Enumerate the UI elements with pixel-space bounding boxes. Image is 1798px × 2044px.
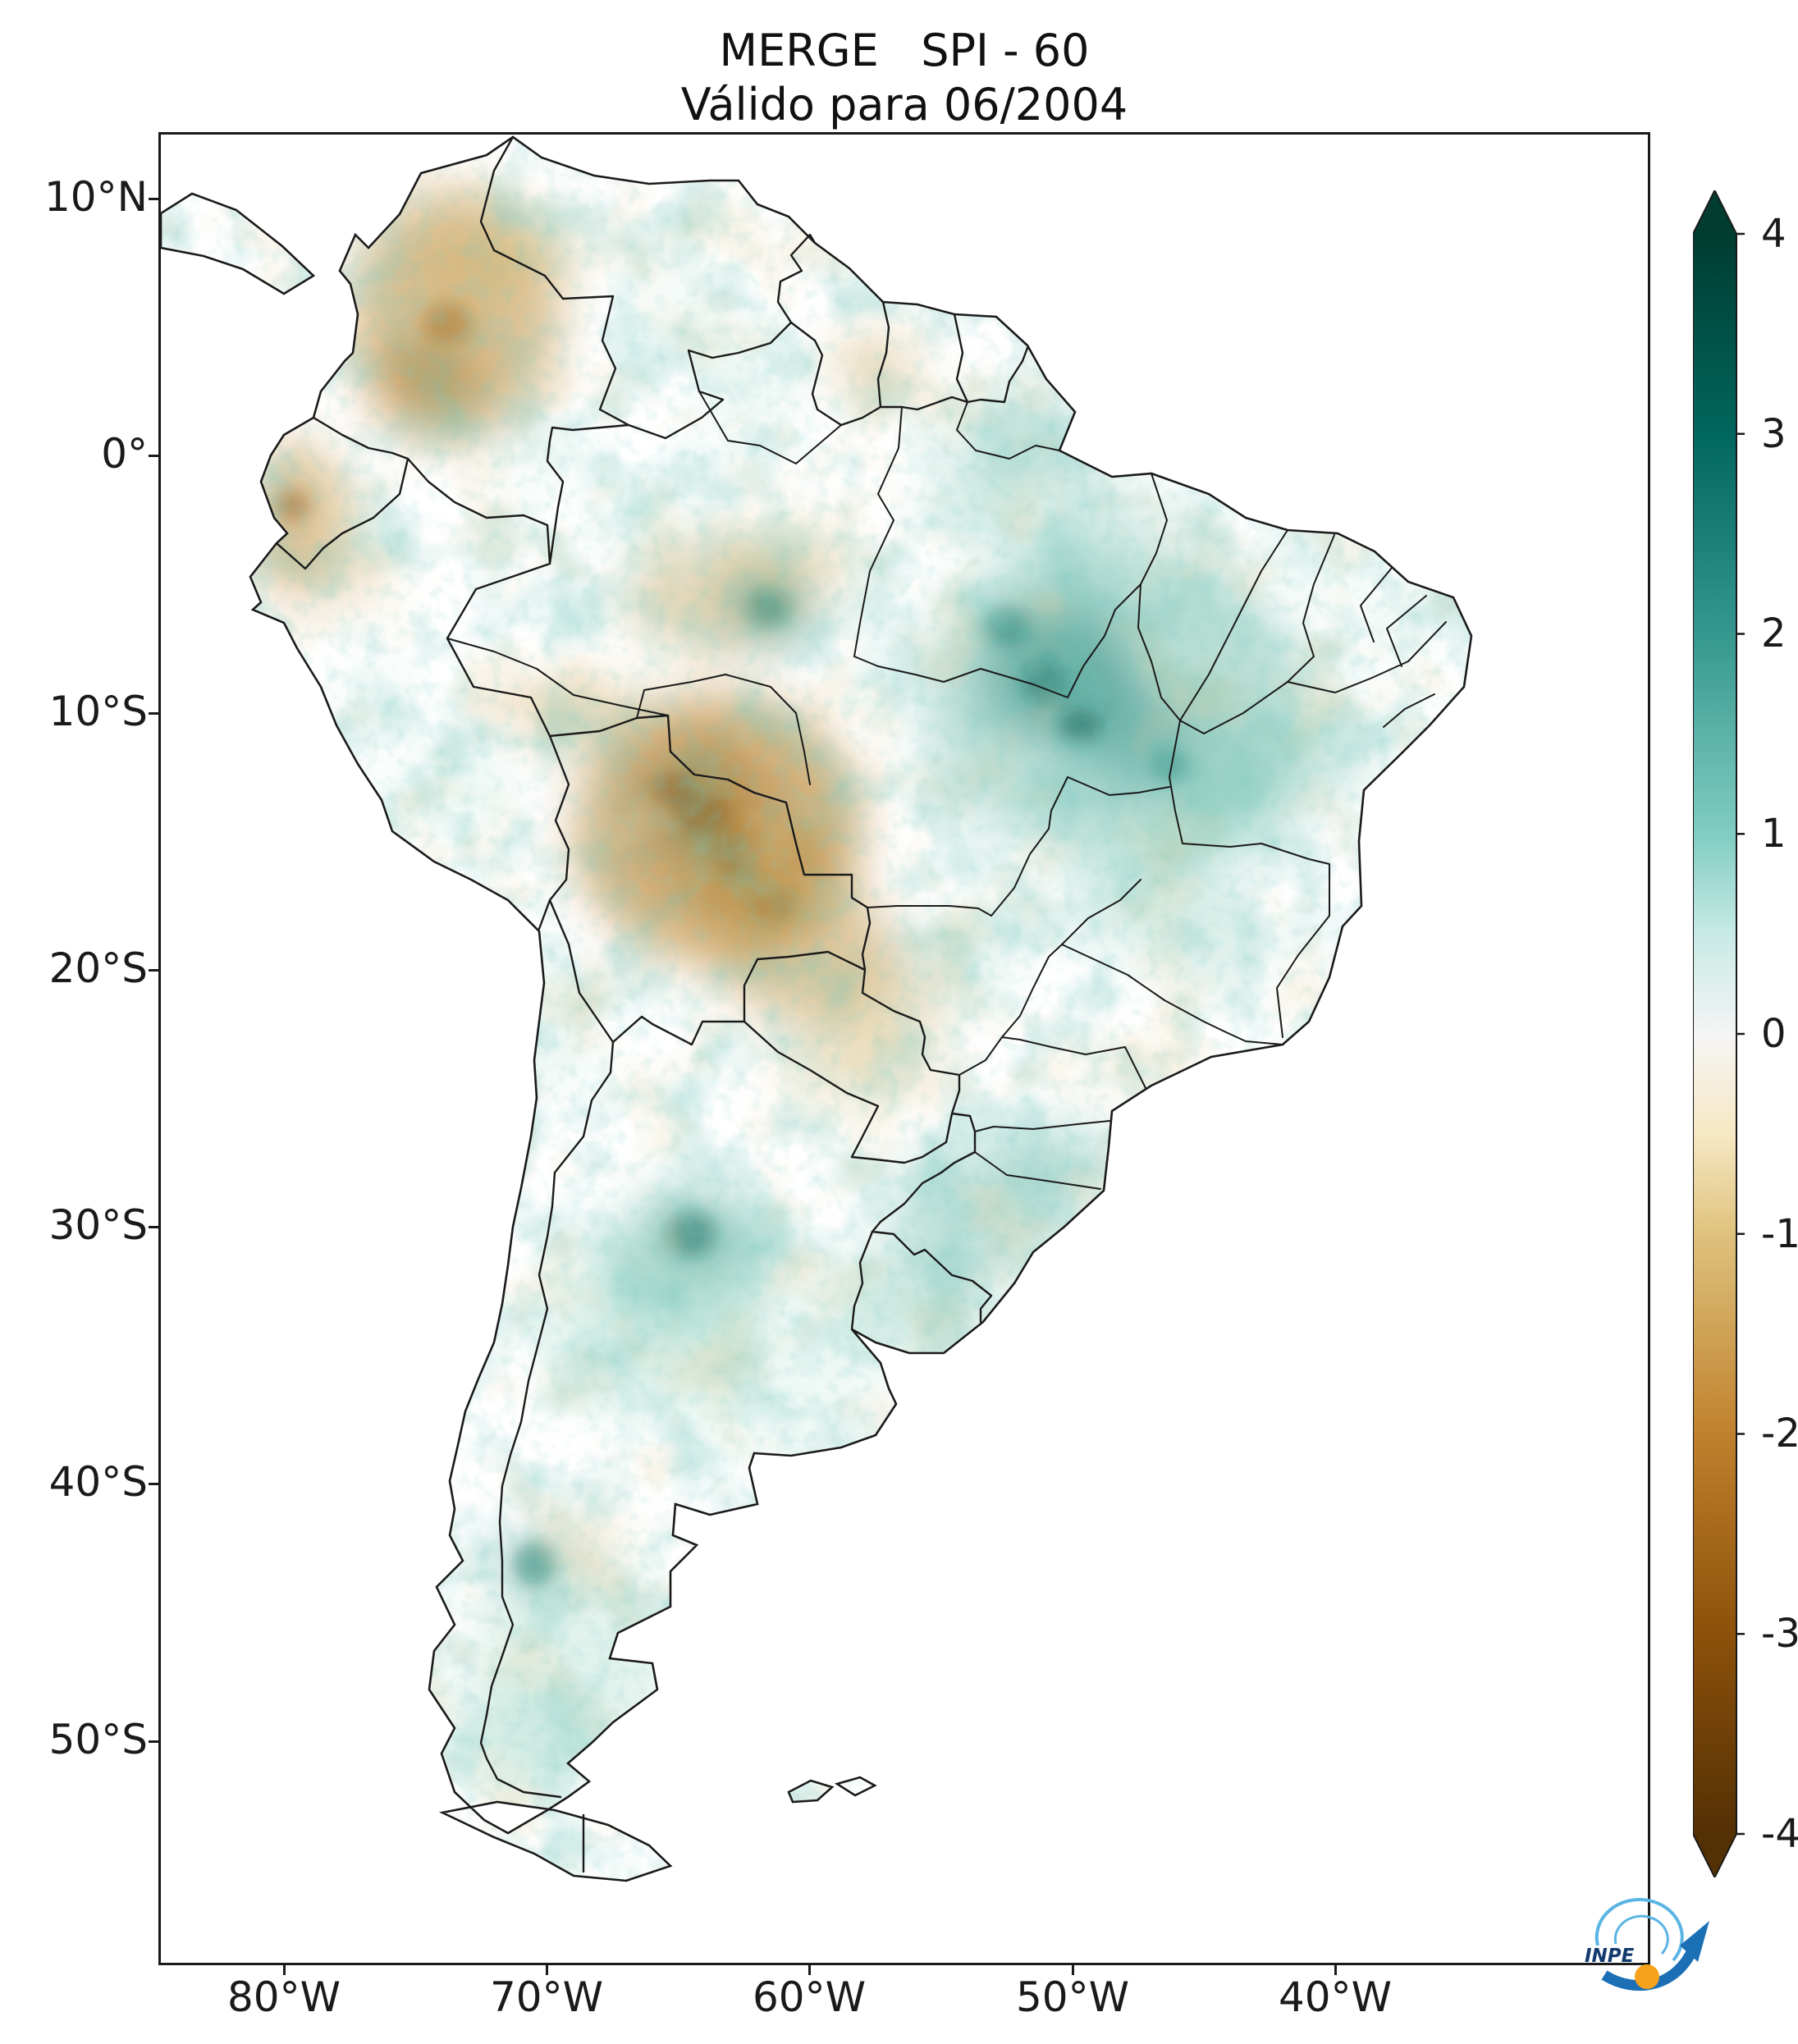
colorbar-tick-label: 3: [1761, 411, 1787, 457]
colorbar-tick-marks: [1736, 232, 1745, 1836]
x-tick-mark: [1072, 1964, 1074, 1975]
y-tick-label: 10°S: [48, 688, 148, 735]
state-borders: [446, 391, 1447, 1190]
y-tick-label: 40°S: [48, 1458, 148, 1506]
colorbar-tick-label: 0: [1761, 1011, 1787, 1057]
colorbar-tick-label: 1: [1761, 811, 1787, 857]
inpe-logo-graphic: INPE: [1585, 1898, 1709, 1991]
logo-arrow-head: [1680, 1921, 1709, 1962]
map-plot: INPE: [158, 132, 1709, 1991]
inpe-logo: INPE: [1568, 1870, 1720, 2005]
y-tick-label: 20°S: [48, 944, 148, 992]
colorbar-tick-label: 4: [1761, 211, 1787, 257]
y-tick-mark: [149, 1226, 159, 1228]
x-tick-label: 80°W: [226, 1973, 341, 2021]
y-tick-label: 50°S: [48, 1716, 148, 1763]
x-tick-mark: [1334, 1964, 1337, 1975]
colorbar-tick-label: -2: [1761, 1411, 1798, 1456]
spi-field-layer: [161, 137, 1471, 1881]
x-tick-label: 40°W: [1278, 1973, 1393, 2021]
inpe-logo-text: INPE: [1585, 1946, 1635, 1967]
x-tick-label: 60°W: [752, 1973, 867, 2021]
chart-subtitle: Válido para 06/2004: [680, 79, 1128, 130]
colorbar: [1692, 188, 1750, 1880]
y-tick-label: 0°: [101, 430, 148, 478]
colorbar-tick-label: -1: [1761, 1211, 1798, 1257]
chart-title: MERGE SPI - 60: [719, 25, 1090, 76]
colorbar-tick-label: -4: [1761, 1811, 1798, 1857]
y-tick-mark: [149, 712, 159, 715]
y-tick-label: 10°N: [43, 173, 148, 221]
colorbar-tick-label: 2: [1761, 610, 1787, 656]
y-tick-mark: [149, 455, 159, 457]
country-borders: [275, 135, 1029, 1873]
y-tick-label: 30°S: [48, 1201, 148, 1249]
y-tick-mark: [149, 969, 159, 972]
colorbar-bar: [1692, 188, 1737, 1880]
south-america-map-canvas: [161, 135, 1473, 1882]
x-tick-mark: [546, 1964, 548, 1975]
x-tick-mark: [283, 1964, 286, 1975]
logo-orbit-arc-outer: [1594, 1898, 1684, 1962]
y-tick-mark: [149, 1740, 159, 1743]
x-tick-mark: [808, 1964, 811, 1975]
x-tick-label: 70°W: [489, 1973, 604, 2021]
logo-orange-dot: [1635, 1964, 1659, 1989]
colorbar-gradient: [1692, 188, 1745, 1880]
colorbar-tick-label: -3: [1761, 1611, 1798, 1657]
logo-orbit-arc-inner: [1613, 1914, 1669, 1955]
y-tick-mark: [149, 1483, 159, 1485]
y-tick-mark: [149, 198, 159, 200]
fine-noise-texture: [161, 137, 1471, 1881]
x-tick-label: 50°W: [1015, 1973, 1130, 2021]
